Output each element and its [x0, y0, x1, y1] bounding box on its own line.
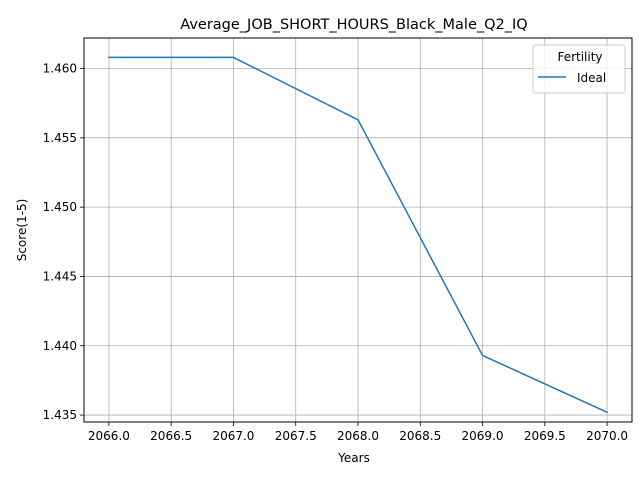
y-tick-label: 1.450 [43, 200, 77, 214]
x-tick-label: 2068.5 [399, 429, 441, 443]
x-tick-label: 2066.5 [150, 429, 192, 443]
legend-box [532, 44, 626, 94]
y-tick-label: 1.440 [43, 339, 77, 353]
x-tick-label: 2067.5 [275, 429, 317, 443]
y-tick-label: 1.445 [43, 269, 77, 283]
x-tick-label: 2068.0 [337, 429, 379, 443]
y-axis-title: Score(1-5) [15, 199, 29, 262]
x-tick-label: 2070.0 [586, 429, 628, 443]
series-line [108, 56, 609, 414]
x-tick-label: 2069.5 [524, 429, 566, 443]
series-layer [108, 56, 609, 414]
y-tick-label: 1.455 [43, 131, 77, 145]
legend: Fertility Ideal [532, 44, 626, 94]
legend-title: Fertility [557, 50, 602, 64]
grid [84, 38, 632, 422]
chart-title: Average_JOB_SHORT_HOURS_Black_Male_Q2_IQ [180, 17, 527, 33]
y-tick-label: 1.460 [43, 61, 77, 75]
y-tick-label: 1.435 [43, 408, 77, 422]
legend-label: Ideal [577, 71, 606, 85]
x-tick-label: 2066.0 [88, 429, 130, 443]
x-tick-label: 2069.0 [462, 429, 504, 443]
x-tick-label: 2067.0 [212, 429, 254, 443]
x-axis-ticks: 2066.0 2066.5 2067.0 2067.5 2068.0 2068.5 2069… [88, 422, 628, 443]
y-axis-ticks: 1.435 1.440 1.445 1.450 1.455 1.460 [43, 61, 84, 422]
x-axis-title: Years [337, 451, 370, 465]
